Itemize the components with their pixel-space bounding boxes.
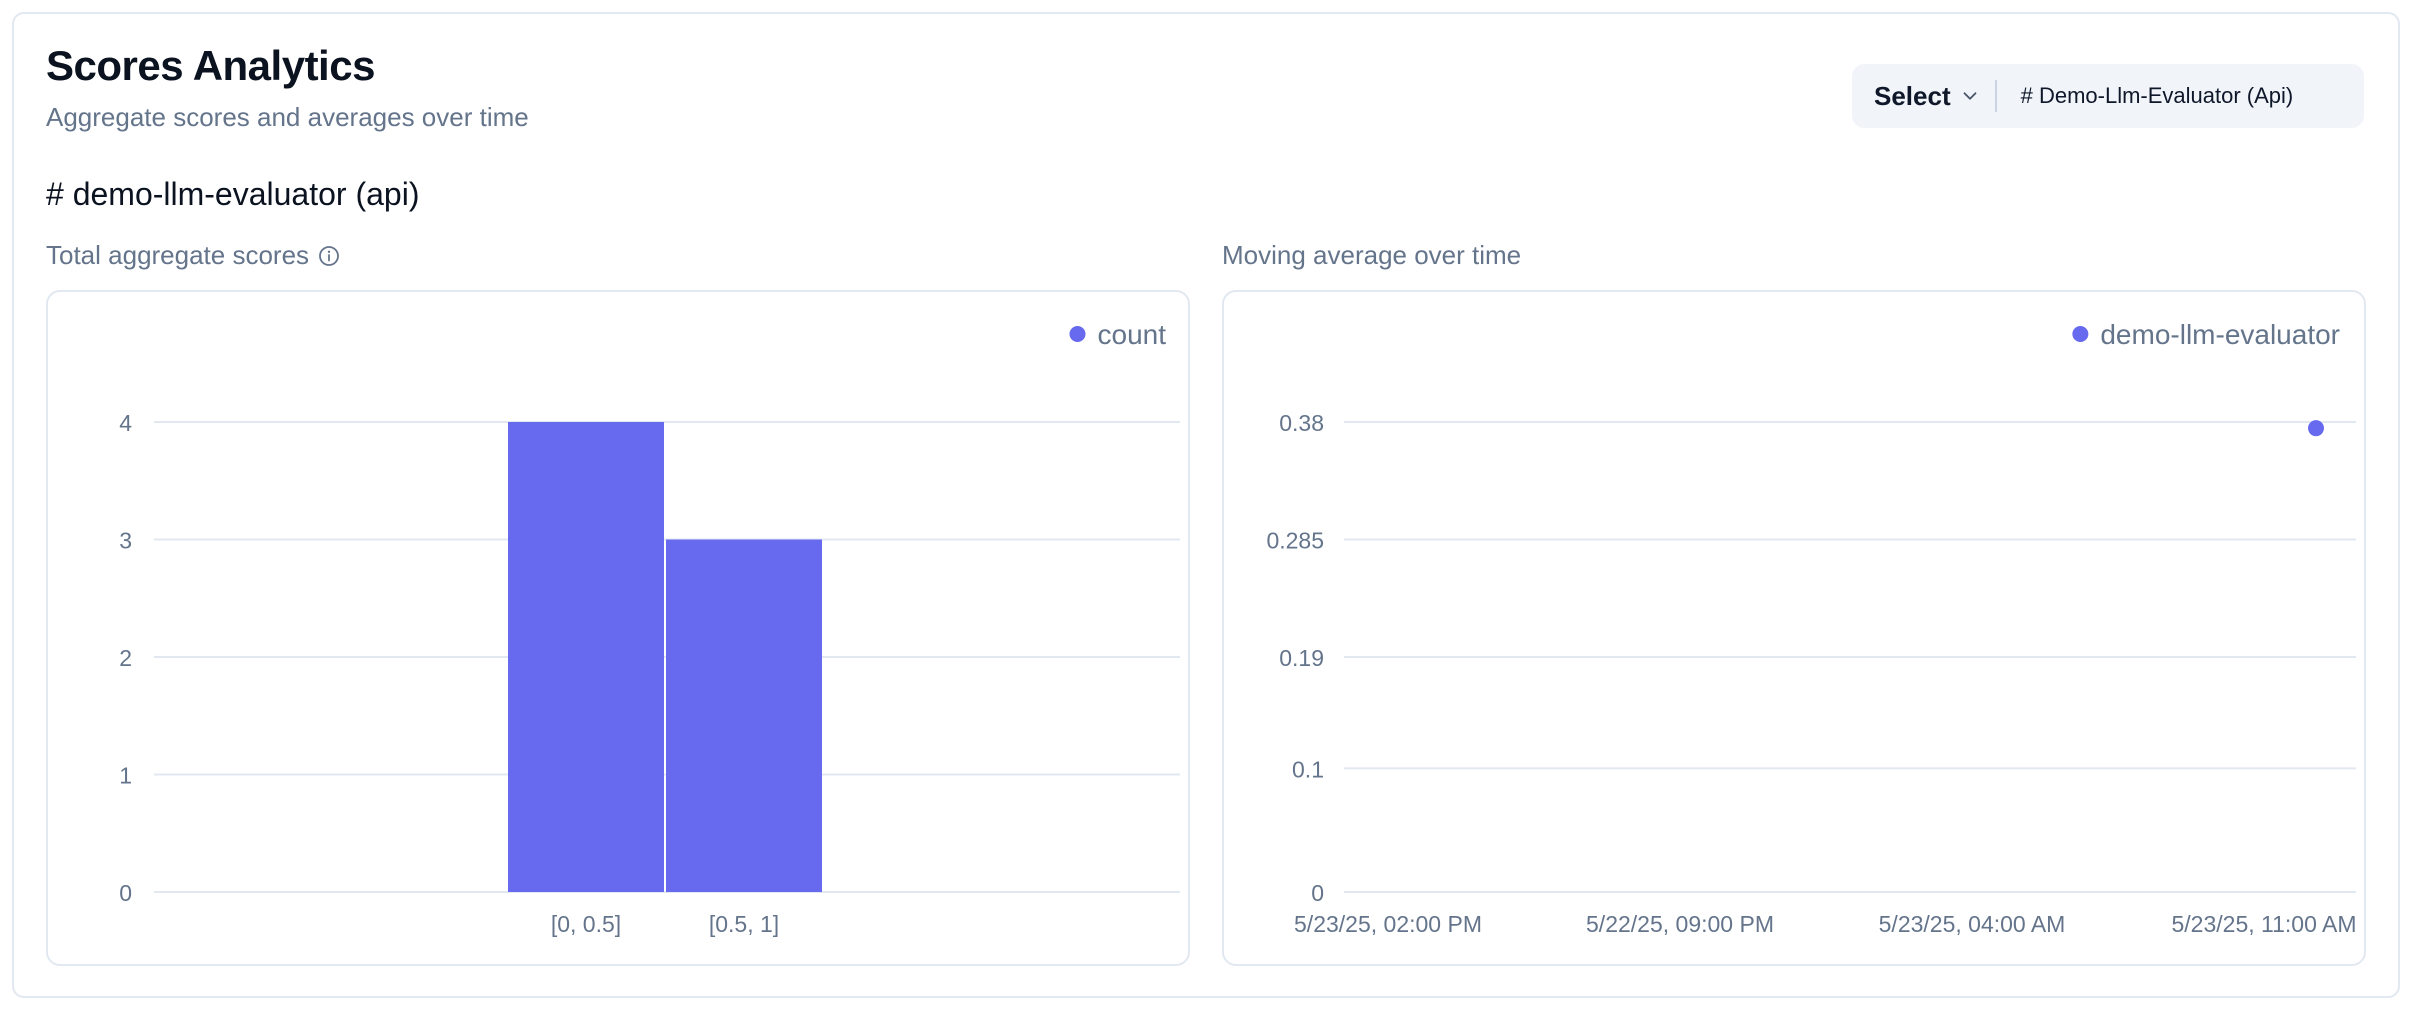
selected-score-chip[interactable]: # Demo-Llm-Evaluator (Api) [2020, 83, 2294, 108]
x-tick-label: 5/22/25, 09:00 PM [1586, 911, 1774, 937]
x-tick-label: 5/23/25, 04:00 AM [1879, 911, 2066, 937]
y-tick-label: 0.38 [1279, 410, 1324, 436]
selector-divider [1994, 80, 1997, 112]
section-title: # demo-llm-evaluator (api) [46, 176, 420, 212]
legend-swatch [2072, 326, 2089, 342]
page-subtitle: Aggregate scores and averages over time [46, 102, 529, 132]
legend-label: count [1098, 319, 1167, 350]
y-tick-label: 3 [119, 528, 132, 554]
moving-average-chart: 0 0.1 0.19 0.285 0.38 5/23/25, 02:00 PM 5/22/2… [1266, 319, 2357, 937]
total-aggregate-label-text: Total aggregate scores [46, 240, 310, 270]
score-selector: Select # Demo-Llm-Evaluator (Api) [1852, 64, 2364, 128]
x-tick-label: [0.5, 1] [709, 911, 779, 937]
y-tick-label: 0 [119, 880, 132, 906]
info-icon[interactable] [317, 244, 341, 268]
histogram-bar [508, 422, 664, 892]
chevron-down-icon [1963, 92, 1977, 100]
legend-label: demo-llm-evaluator [2100, 319, 2340, 350]
data-point [2308, 420, 2324, 437]
histogram-chart: 0 1 2 3 4 [0, 0.5] [0.5, 1] count [119, 319, 1180, 937]
histogram-bar [666, 539, 822, 892]
x-tick-label: 5/23/25, 02:00 PM [1294, 911, 1482, 937]
histogram-card: 0 1 2 3 4 [0, 0.5] [0.5, 1] count [46, 290, 1190, 966]
y-tick-label: 0.285 [1266, 528, 1324, 554]
x-tick-label: 5/23/25, 11:00 AM [2172, 911, 2357, 937]
legend-swatch [1069, 326, 1086, 342]
y-tick-label: 0 [1311, 880, 1324, 906]
moving-average-label-text: Moving average over time [1222, 240, 1522, 270]
select-dropdown-button[interactable]: Select [1852, 64, 1995, 128]
y-tick-label: 2 [119, 645, 132, 671]
total-aggregate-label: Total aggregate scores [46, 240, 341, 271]
page-title: Scores Analytics [46, 42, 375, 89]
scores-analytics-card [12, 12, 2400, 998]
y-tick-label: 4 [119, 410, 132, 436]
x-tick-label: [0, 0.5] [551, 911, 621, 937]
moving-average-card: 0 0.1 0.19 0.285 0.38 5/23/25, 02:00 PM 5/22/2… [1222, 290, 2366, 966]
y-tick-label: 1 [119, 763, 132, 789]
moving-average-label: Moving average over time [1222, 240, 1521, 271]
y-tick-label: 0.1 [1292, 756, 1324, 782]
select-label: Select [1874, 80, 1951, 111]
y-tick-label: 0.19 [1279, 645, 1324, 671]
